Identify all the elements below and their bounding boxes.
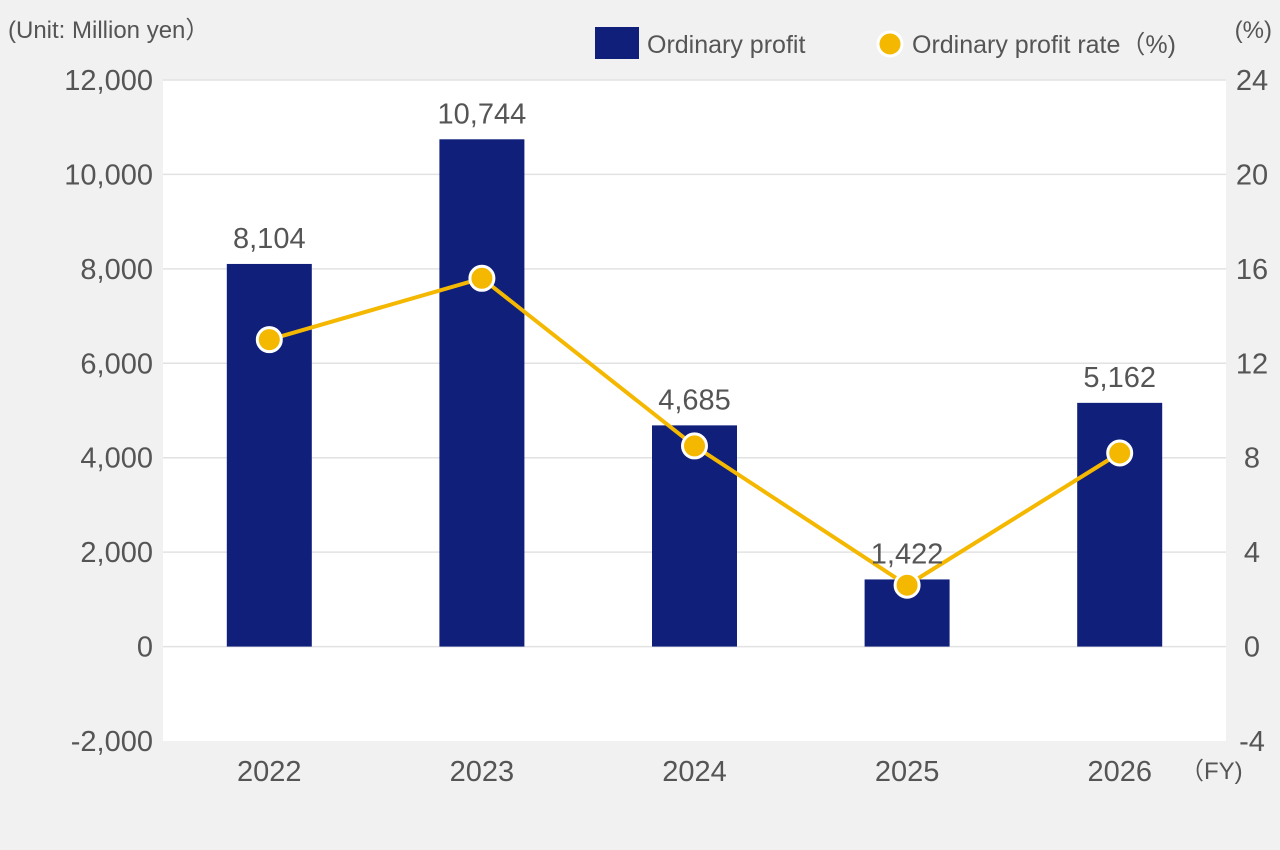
x-axis-tick-label: 2022 <box>237 756 302 788</box>
left-axis-tick-label: 4,000 <box>80 443 153 475</box>
legend-bar-label: Ordinary profit <box>647 31 805 59</box>
left-axis-tick-label: 6,000 <box>80 348 153 380</box>
right-axis-tick-label: -4 <box>1239 726 1265 758</box>
bar-data-label: 4,685 <box>658 384 731 416</box>
x-axis-ticks: 2022 2023 2024 2025 2026 <box>237 756 1152 788</box>
x-axis-unit-label: （FY) <box>1180 758 1243 785</box>
left-axis-tick-label: 12,000 <box>64 65 153 97</box>
left-axis-tick-label: 8,000 <box>80 254 153 286</box>
right-axis-tick-label: 8 <box>1244 443 1260 475</box>
right-axis-tick-label: 0 <box>1244 632 1260 664</box>
data-labels: 8,104 10,744 4,685 1,422 5,162 <box>233 98 1156 570</box>
x-axis-tick-label: 2024 <box>662 756 727 788</box>
x-axis-tick-label: 2026 <box>1087 756 1152 788</box>
legend: Ordinary profit Ordinary profit rate（%) <box>595 27 1176 59</box>
bar-data-label: 10,744 <box>438 98 527 130</box>
rate-point <box>681 432 708 460</box>
line-series <box>255 264 1134 599</box>
rate-point <box>1106 439 1134 467</box>
right-axis-tick-label: 20 <box>1236 159 1268 191</box>
right-axis-tick-label: 4 <box>1244 537 1260 569</box>
bar-data-label: 5,162 <box>1083 362 1156 394</box>
legend-bar-swatch <box>595 27 639 59</box>
right-axis-tick-label: 24 <box>1236 65 1268 97</box>
left-axis-unit-label: (Unit: Million yen） <box>8 17 209 44</box>
legend-line-swatch <box>876 30 904 58</box>
left-axis-tick-label: 0 <box>137 632 153 664</box>
left-axis-tick-label: 10,000 <box>64 159 153 191</box>
left-axis-ticks: -2,000 0 2,000 4,000 6,000 8,000 10,000 12,000 <box>64 65 153 758</box>
right-axis-tick-label: 16 <box>1236 254 1268 286</box>
rate-point <box>468 264 496 292</box>
left-axis-tick-label: 2,000 <box>80 537 153 569</box>
x-axis-tick-label: 2023 <box>450 756 515 788</box>
right-axis-ticks: -4 0 4 8 12 16 20 24 <box>1236 65 1268 758</box>
left-axis-tick-label: -2,000 <box>71 726 153 758</box>
bar-data-label: 8,104 <box>233 223 306 255</box>
right-axis-tick-label: 12 <box>1236 348 1268 380</box>
right-axis-unit-label: (%) <box>1235 17 1272 44</box>
bar <box>439 139 525 647</box>
bar <box>226 263 312 647</box>
rate-point <box>893 571 921 599</box>
legend-line-label: Ordinary profit rate（%) <box>912 31 1176 59</box>
x-axis-tick-label: 2025 <box>875 756 940 788</box>
rate-point <box>255 326 283 354</box>
bar <box>1077 402 1163 647</box>
bar-data-label: 1,422 <box>871 538 944 570</box>
